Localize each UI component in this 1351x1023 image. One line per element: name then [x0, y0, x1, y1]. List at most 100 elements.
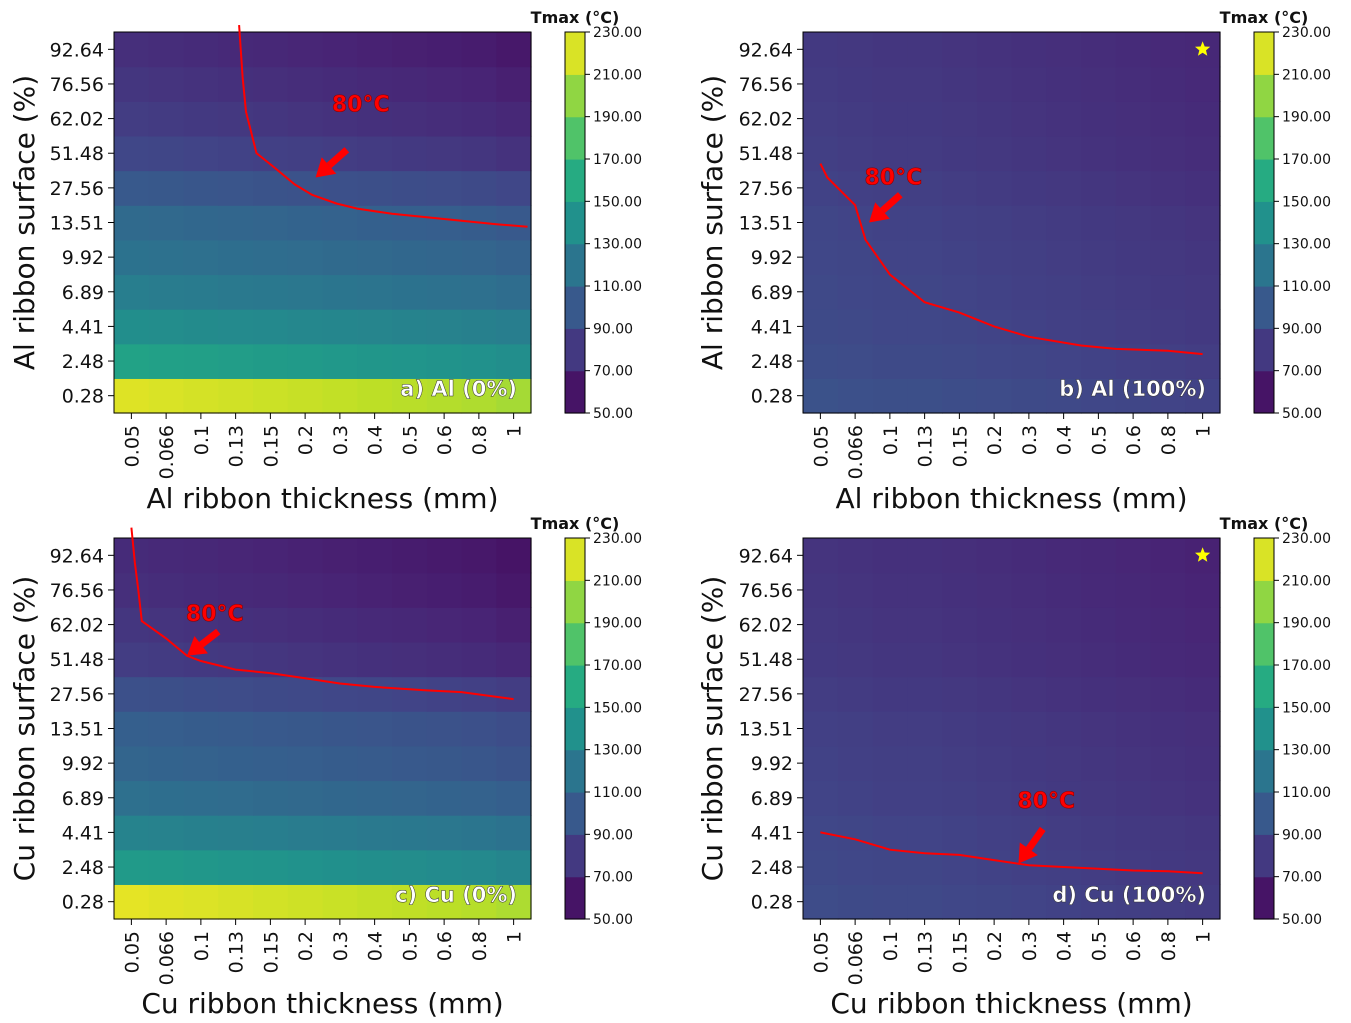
x-tick-label: 0.1 [880, 931, 902, 961]
colorbar-tick-label: 150.00 [593, 194, 642, 210]
heatmap-cell [1185, 170, 1221, 206]
colorbar-segment [565, 876, 585, 920]
heatmap-cell [1011, 572, 1047, 608]
heatmap-cell [1046, 309, 1082, 345]
heatmap-cell [976, 572, 1013, 608]
heatmap-cell [1150, 711, 1186, 747]
heatmap-cell [322, 101, 358, 137]
heatmap-cell [253, 780, 289, 816]
heatmap-cell [114, 32, 150, 68]
heatmap-cell [114, 101, 150, 137]
heatmap-cell [1150, 378, 1186, 414]
contour-label: 80°C [332, 93, 390, 118]
heatmap-cell [1046, 572, 1082, 608]
heatmap-cell [392, 170, 428, 206]
panel-label: c) Cu (0%) [395, 883, 517, 907]
heatmap-cell [1011, 641, 1047, 678]
colorbar-segment [565, 665, 585, 708]
heatmap-cell [253, 607, 289, 643]
heatmap-cell [803, 101, 839, 137]
heatmap-cell [114, 205, 150, 241]
heatmap-cell [287, 239, 324, 276]
colorbar-segment [565, 286, 585, 329]
heatmap-cell [183, 745, 219, 782]
heatmap-cell [461, 170, 497, 206]
x-tick-label: 0.6 [1123, 931, 1145, 961]
heatmap-cell [461, 849, 497, 885]
heatmap-cell [1081, 815, 1117, 851]
x-tick-label: 0.3 [1019, 425, 1041, 455]
heatmap-cell [322, 884, 358, 920]
heatmap-cell [148, 538, 185, 574]
heatmap-cell [1185, 641, 1221, 678]
colorbar-tick-label: 170.00 [1282, 658, 1331, 674]
heatmap-cell [287, 815, 324, 851]
colorbar-segment [565, 749, 585, 793]
heatmap-cell [1185, 815, 1221, 851]
y-tick-label: 6.89 [62, 282, 104, 304]
y-tick-label: 62.02 [50, 615, 104, 637]
y-tick-label: 2.48 [751, 351, 793, 373]
colorbar-tick-label: 110.00 [593, 785, 642, 801]
heatmap-cell [1011, 780, 1047, 816]
heatmap-cell [803, 309, 839, 345]
y-tick-label: 4.41 [751, 822, 793, 844]
heatmap-cell [357, 572, 393, 608]
heatmap-cell [496, 884, 532, 920]
heatmap-cell [1115, 205, 1152, 241]
colorbar-segment [1254, 32, 1274, 75]
heatmap-cell [461, 780, 497, 816]
colorbar-segment [1254, 792, 1274, 835]
heatmap-cell [907, 641, 943, 678]
heatmap-cell [287, 711, 324, 747]
heatmap-cell [872, 780, 908, 816]
colorbar-tick-label: 210.00 [1282, 67, 1331, 83]
heatmap-cell [907, 239, 943, 276]
heatmap-cell [803, 849, 839, 885]
heatmap-cell [1081, 676, 1117, 712]
colorbar-tick-label: 110.00 [593, 279, 642, 295]
heatmap-cell [1081, 32, 1117, 68]
heatmap-cell [907, 101, 943, 137]
heatmap-cell [907, 572, 943, 608]
x-tick-label: 1 [504, 425, 526, 437]
heatmap-panel: 0.28 2.48 4.41 6.89 9.92 13.51 27.56 51.48 62.02… [696, 514, 1331, 1020]
colorbar-segment [1254, 74, 1274, 118]
colorbar-segment [565, 792, 585, 835]
heatmap-cell [837, 170, 874, 206]
heatmap-cell [976, 378, 1013, 414]
heatmap-cell [1011, 607, 1047, 643]
heatmap-cell [976, 538, 1013, 574]
heatmap-cell [426, 711, 463, 747]
heatmap-cell [496, 309, 532, 345]
heatmap-cell [1046, 66, 1082, 102]
heatmap-cell [114, 607, 150, 643]
heatmap-cell [1115, 676, 1152, 712]
heatmap-cell [803, 641, 839, 678]
heatmap-cell [114, 135, 150, 172]
heatmap-cell [218, 135, 254, 172]
heatmap-cell [837, 641, 874, 678]
heatmap-cell [496, 745, 532, 782]
heatmap-cell [461, 309, 497, 345]
heatmap-cell [872, 711, 908, 747]
contour-80c-line [819, 163, 1203, 356]
heatmap-cell [392, 205, 428, 241]
colorbar-tick-label: 170.00 [1282, 152, 1331, 168]
y-tick-label: 0.28 [62, 892, 104, 914]
heatmap-cell [322, 607, 358, 643]
colorbar-tick-label: 50.00 [593, 912, 633, 928]
colorbar-segment [565, 243, 585, 287]
heatmap-cell [976, 815, 1013, 851]
heatmap-cell [114, 378, 150, 414]
heatmap-cell [803, 780, 839, 816]
heatmap-cell [426, 572, 463, 608]
heatmap-cell [114, 745, 150, 782]
heatmap-cell [496, 711, 532, 747]
heatmap-cell [148, 884, 185, 920]
heatmap-cell [287, 641, 324, 678]
heatmap-cell [461, 66, 497, 102]
heatmap-cell [114, 170, 150, 206]
heatmap-cell [976, 676, 1013, 712]
heatmap-cell [322, 343, 358, 379]
